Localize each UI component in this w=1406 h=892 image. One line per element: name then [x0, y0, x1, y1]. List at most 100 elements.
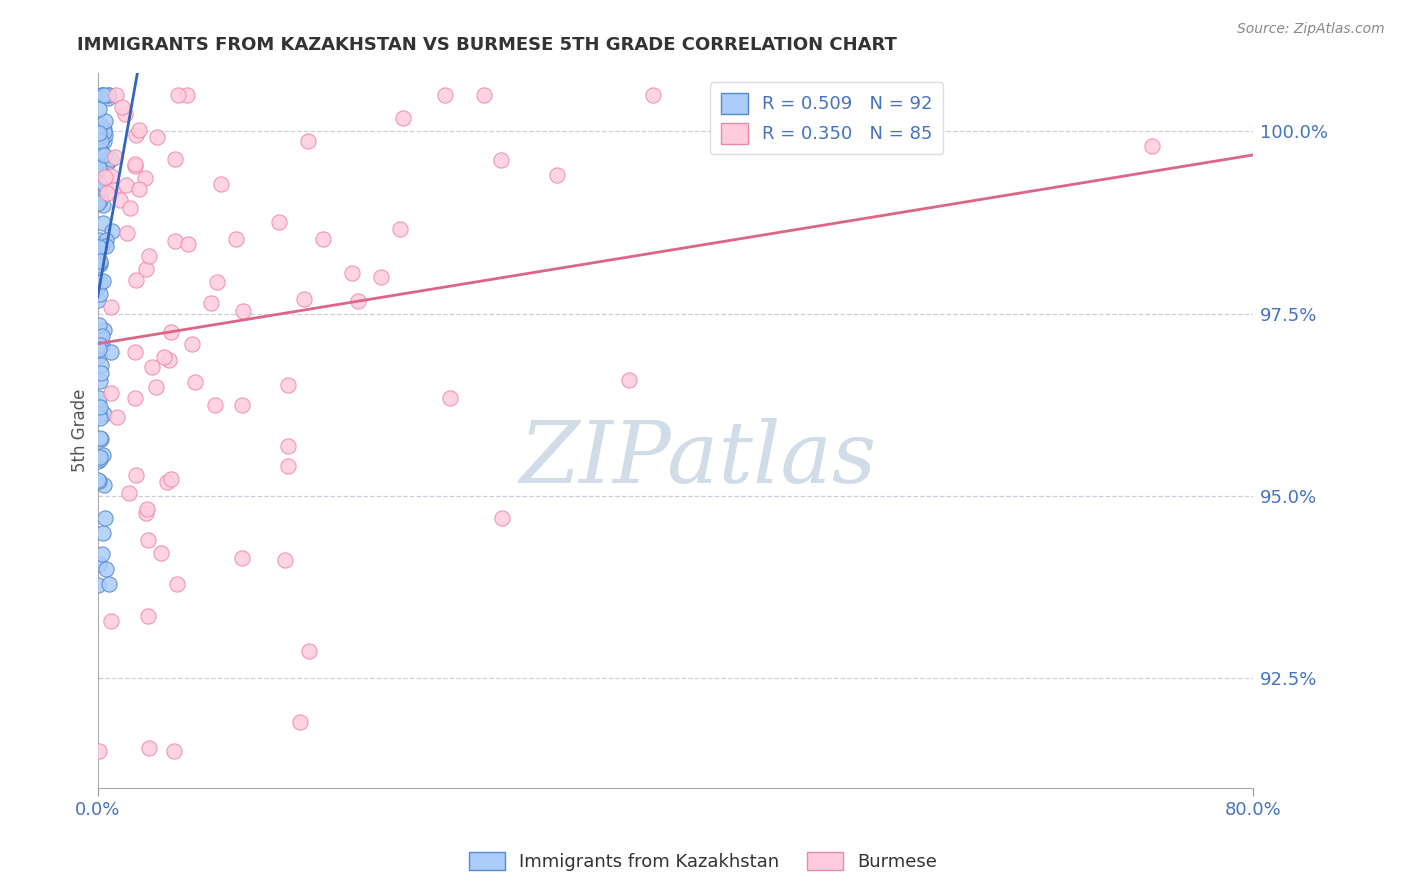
Point: [89, 338, 111, 352]
Point: [89, 374, 111, 388]
Point: [90, 548, 112, 562]
Point: [87, 399, 110, 413]
Point: [94, 169, 117, 184]
Point: [93, 170, 115, 185]
Point: [292, 292, 315, 306]
Point: [91, 216, 114, 230]
Point: [163, 152, 186, 166]
Point: [163, 235, 186, 249]
Point: [128, 123, 150, 137]
Point: [87, 578, 110, 592]
Point: [288, 715, 311, 730]
Point: [433, 87, 456, 102]
Point: [98, 87, 121, 102]
Point: [89, 102, 111, 116]
Point: [93, 323, 115, 337]
Point: [87, 145, 110, 160]
Point: [97, 91, 120, 105]
Point: [232, 303, 254, 318]
Point: [231, 398, 253, 412]
Point: [472, 87, 495, 102]
Point: [87, 161, 110, 175]
Point: [138, 741, 160, 756]
Point: [96, 186, 118, 200]
Point: [138, 249, 160, 263]
Point: [141, 359, 163, 374]
Point: [274, 553, 297, 567]
Point: [89, 122, 111, 136]
Point: [124, 391, 146, 405]
Point: [104, 87, 127, 102]
Point: [86, 167, 108, 181]
Point: [89, 193, 111, 207]
Text: ZIPatlas: ZIPatlas: [520, 417, 877, 500]
Point: [392, 111, 415, 125]
Legend: R = 0.509   N = 92, R = 0.350   N = 85: R = 0.509 N = 92, R = 0.350 N = 85: [710, 82, 943, 154]
Point: [134, 170, 156, 185]
Point: [160, 325, 183, 339]
Point: [91, 178, 114, 193]
Point: [100, 169, 122, 183]
Point: [87, 474, 110, 488]
Point: [93, 182, 115, 196]
Point: [87, 147, 110, 161]
Point: [277, 458, 299, 473]
Point: [89, 431, 111, 445]
Point: [93, 122, 115, 136]
Point: [97, 155, 120, 169]
Point: [370, 270, 392, 285]
Point: [160, 472, 183, 486]
Point: [125, 468, 148, 483]
Point: [312, 232, 335, 246]
Point: [110, 193, 132, 207]
Point: [89, 253, 111, 268]
Point: [93, 178, 115, 192]
Point: [91, 169, 114, 183]
Point: [94, 511, 117, 525]
Point: [135, 506, 157, 520]
Point: [87, 349, 110, 363]
Point: [617, 373, 640, 387]
Point: [177, 237, 200, 252]
Point: [91, 87, 114, 102]
Point: [125, 128, 148, 142]
Point: [389, 222, 412, 236]
Point: [100, 345, 122, 359]
Point: [277, 378, 299, 392]
Point: [93, 525, 115, 540]
Point: [347, 293, 370, 308]
Point: [231, 551, 253, 566]
Point: [205, 275, 228, 289]
Point: [94, 233, 117, 247]
Point: [145, 380, 167, 394]
Text: Source: ZipAtlas.com: Source: ZipAtlas.com: [1237, 22, 1385, 37]
Point: [91, 448, 114, 462]
Point: [225, 232, 247, 246]
Point: [93, 179, 115, 194]
Text: IMMIGRANTS FROM KAZAKHSTAN VS BURMESE 5TH GRADE CORRELATION CHART: IMMIGRANTS FROM KAZAKHSTAN VS BURMESE 5T…: [77, 36, 897, 54]
Point: [166, 576, 188, 591]
Point: [93, 407, 115, 421]
Point: [114, 106, 136, 120]
Point: [87, 240, 110, 254]
Point: [135, 261, 157, 276]
Point: [89, 450, 111, 465]
Point: [93, 198, 115, 212]
Point: [111, 100, 134, 114]
Point: [298, 644, 321, 658]
Point: [146, 130, 169, 145]
Point: [97, 87, 120, 102]
Point: [167, 87, 190, 102]
Point: [87, 165, 110, 179]
Point: [94, 114, 117, 128]
Point: [489, 153, 512, 167]
Point: [100, 152, 122, 166]
Point: [155, 475, 177, 489]
Point: [89, 557, 111, 571]
Point: [491, 511, 513, 525]
Legend: Immigrants from Kazakhstan, Burmese: Immigrants from Kazakhstan, Burmese: [461, 845, 945, 879]
Point: [93, 148, 115, 162]
Point: [124, 159, 146, 173]
Point: [101, 183, 124, 197]
Point: [93, 125, 115, 139]
